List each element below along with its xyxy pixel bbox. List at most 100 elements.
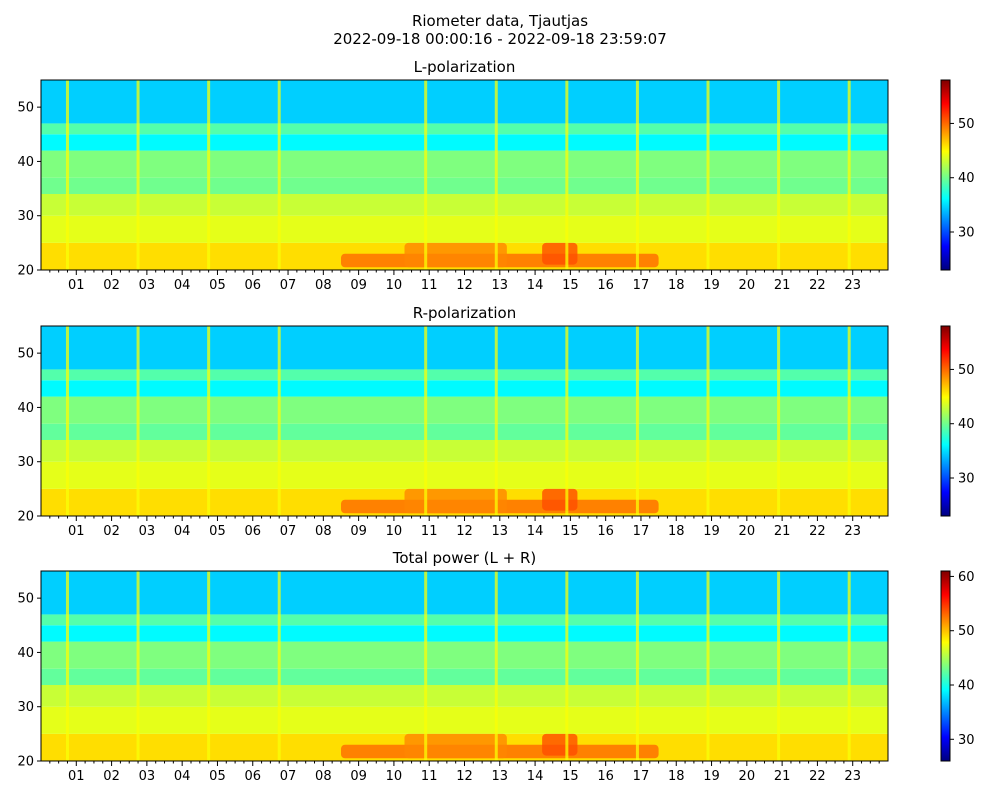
- band-7: [41, 369, 888, 381]
- panel-2: R-polarization 20 30 40 50 01 02 03 04 05 06 07 08 09…: [17, 304, 974, 539]
- colorbar-label: 60: [958, 570, 975, 585]
- xtick-label: 23: [844, 769, 861, 784]
- panel-title: Total power (L + R): [392, 549, 537, 567]
- xtick-label: 19: [703, 278, 720, 293]
- burst-3: [542, 733, 578, 756]
- xtick-label: 06: [244, 524, 261, 539]
- band-3: [41, 194, 888, 216]
- ytick-label: 40: [17, 401, 34, 416]
- ytick-label: 50: [17, 347, 34, 362]
- spike-9: [706, 80, 710, 270]
- figure-title-line1: Riometer data, Tjautjas: [411, 12, 589, 30]
- heatmap-area: [41, 571, 888, 761]
- spike-7: [565, 571, 569, 761]
- spike-10: [777, 80, 781, 270]
- panel-3: Total power (L + R) 20 30 40 50 01 02 03 04 05 06 0…: [17, 549, 974, 784]
- figure-title-line2: 2022-09-18 00:00:16 - 2022-09-18 23:59:0…: [333, 30, 667, 48]
- xtick-label: 05: [209, 524, 226, 539]
- xtick-label: 11: [421, 278, 438, 293]
- xtick-label: 03: [139, 524, 156, 539]
- colorbar-label: 40: [958, 417, 975, 432]
- xtick-label: 21: [774, 769, 791, 784]
- figure-title: Riometer data, Tjautjas 2022-09-18 00:00…: [0, 12, 1000, 48]
- spike-4: [277, 326, 281, 516]
- band-2: [41, 215, 888, 243]
- colorbar-label: 40: [958, 171, 975, 186]
- spike-11: [847, 326, 851, 516]
- xtick-label: 19: [703, 769, 720, 784]
- panel-title: R-polarization: [413, 304, 516, 322]
- xtick-label: 03: [139, 769, 156, 784]
- xtick-label: 22: [809, 278, 826, 293]
- xtick-label: 20: [739, 278, 756, 293]
- xtick-label: 16: [597, 524, 614, 539]
- xtick-label: 17: [633, 524, 650, 539]
- panel-1: L-polarization 20 30 40 50 01 02 03 04 05 06 07 08 09…: [17, 58, 974, 293]
- xtick-label: 02: [103, 278, 120, 293]
- xtick-label: 10: [386, 769, 403, 784]
- xtick-label: 13: [492, 769, 509, 784]
- xtick-label: 09: [350, 524, 367, 539]
- ytick-label: 20: [17, 510, 34, 525]
- xtick-label: 14: [527, 524, 544, 539]
- xtick-label: 11: [421, 524, 438, 539]
- xtick-label: 12: [456, 524, 473, 539]
- spike-5: [424, 326, 428, 516]
- xtick-label: 14: [527, 769, 544, 784]
- xtick-label: 20: [739, 769, 756, 784]
- band-4: [41, 423, 888, 440]
- colorbar-label: 50: [958, 363, 975, 378]
- band-3: [41, 685, 888, 707]
- ytick-label: 40: [17, 155, 34, 170]
- xtick-label: 07: [280, 278, 297, 293]
- burst-2: [404, 733, 507, 759]
- spike-6: [494, 571, 498, 761]
- xtick-label: 01: [68, 278, 85, 293]
- band-7: [41, 614, 888, 626]
- colorbar-label: 40: [958, 679, 975, 694]
- xtick-label: 13: [492, 278, 509, 293]
- xtick-label: 21: [774, 278, 791, 293]
- spike-8: [635, 571, 639, 761]
- colorbar-label: 30: [958, 472, 975, 487]
- xtick-label: 15: [562, 278, 579, 293]
- spike-9: [706, 326, 710, 516]
- spike-4: [277, 571, 281, 761]
- xtick-label: 11: [421, 769, 438, 784]
- xtick-label: 12: [456, 278, 473, 293]
- spike-3: [207, 571, 211, 761]
- burst-2: [404, 242, 507, 268]
- ytick-label: 30: [17, 209, 34, 224]
- spike-1: [65, 326, 69, 516]
- band-6: [41, 625, 888, 642]
- ytick-label: 30: [17, 700, 34, 715]
- spike-11: [847, 80, 851, 270]
- spike-10: [777, 326, 781, 516]
- xtick-label: 16: [597, 278, 614, 293]
- xtick-label: 04: [174, 769, 191, 784]
- colorbar: [940, 570, 951, 762]
- band-2: [41, 461, 888, 489]
- xtick-label: 15: [562, 524, 579, 539]
- colorbar-label: 50: [958, 117, 975, 132]
- xtick-label: 10: [386, 278, 403, 293]
- xtick-label: 22: [809, 524, 826, 539]
- ytick-label: 30: [17, 455, 34, 470]
- xtick-label: 19: [703, 524, 720, 539]
- spike-2: [136, 80, 140, 270]
- spike-1: [65, 80, 69, 270]
- spike-2: [136, 571, 140, 761]
- spike-1: [65, 571, 69, 761]
- xtick-label: 04: [174, 278, 191, 293]
- xtick-label: 15: [562, 769, 579, 784]
- burst-3: [542, 242, 578, 265]
- spike-7: [565, 326, 569, 516]
- xtick-label: 03: [139, 278, 156, 293]
- xtick-label: 01: [68, 769, 85, 784]
- colorbar: [940, 79, 951, 271]
- colorbar: [940, 325, 951, 517]
- spike-5: [424, 571, 428, 761]
- xtick-label: 20: [739, 524, 756, 539]
- xtick-label: 07: [280, 769, 297, 784]
